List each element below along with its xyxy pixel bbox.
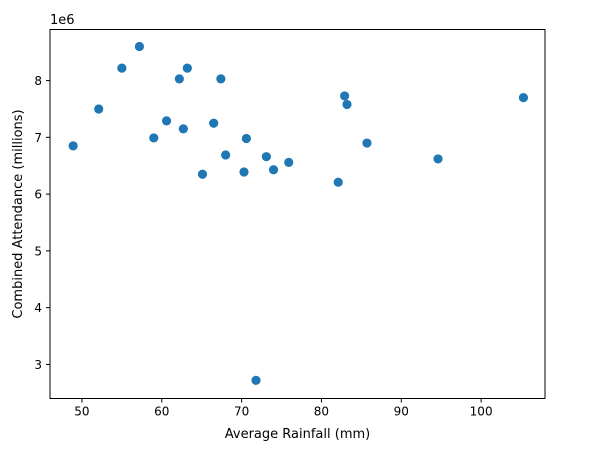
y-axis-ticks: 3 4 5 6 7 8 xyxy=(34,74,50,372)
y-offset-label: 1e6 xyxy=(50,13,75,28)
y-tick-label: 3 xyxy=(34,358,42,372)
data-point xyxy=(68,141,78,151)
x-tick-label: 50 xyxy=(74,405,89,419)
data-point xyxy=(239,167,249,177)
data-point xyxy=(94,104,104,114)
points-layer xyxy=(68,41,529,385)
data-point xyxy=(178,124,188,134)
data-point xyxy=(251,375,261,385)
x-tick-label: 100 xyxy=(470,405,493,419)
y-tick-label: 7 xyxy=(34,131,42,145)
data-point xyxy=(261,152,271,162)
x-tick-label: 80 xyxy=(314,405,329,419)
data-point xyxy=(342,99,352,110)
data-point xyxy=(340,91,350,101)
data-point xyxy=(333,177,343,187)
data-point xyxy=(433,154,443,164)
axes-layer xyxy=(49,29,546,399)
data-point xyxy=(182,63,192,73)
x-tick-label: 90 xyxy=(394,405,409,419)
y-tick-label: 4 xyxy=(34,301,42,315)
data-point xyxy=(149,133,159,143)
data-point xyxy=(362,138,372,148)
data-point xyxy=(174,74,184,84)
data-point xyxy=(221,150,231,160)
data-point xyxy=(117,63,127,73)
y-axis-label: Combined Attendance (millions) xyxy=(11,109,26,318)
data-point xyxy=(161,116,172,126)
x-axis-label: Average Rainfall (mm) xyxy=(225,427,370,442)
y-tick-label: 6 xyxy=(34,188,42,202)
y-tick-label: 5 xyxy=(34,244,42,258)
data-point xyxy=(241,133,252,144)
data-point xyxy=(134,41,145,52)
data-point xyxy=(216,74,226,84)
data-point xyxy=(209,118,219,128)
x-tick-label: 70 xyxy=(234,405,249,419)
data-point xyxy=(518,93,529,103)
x-tick-label: 60 xyxy=(154,405,169,419)
x-axis-ticks: 50 60 70 80 90 100 xyxy=(74,398,493,419)
data-point xyxy=(284,157,294,167)
plot-frame xyxy=(49,29,546,399)
data-point xyxy=(197,169,208,179)
data-point xyxy=(268,165,279,175)
y-tick-label: 8 xyxy=(34,74,42,88)
